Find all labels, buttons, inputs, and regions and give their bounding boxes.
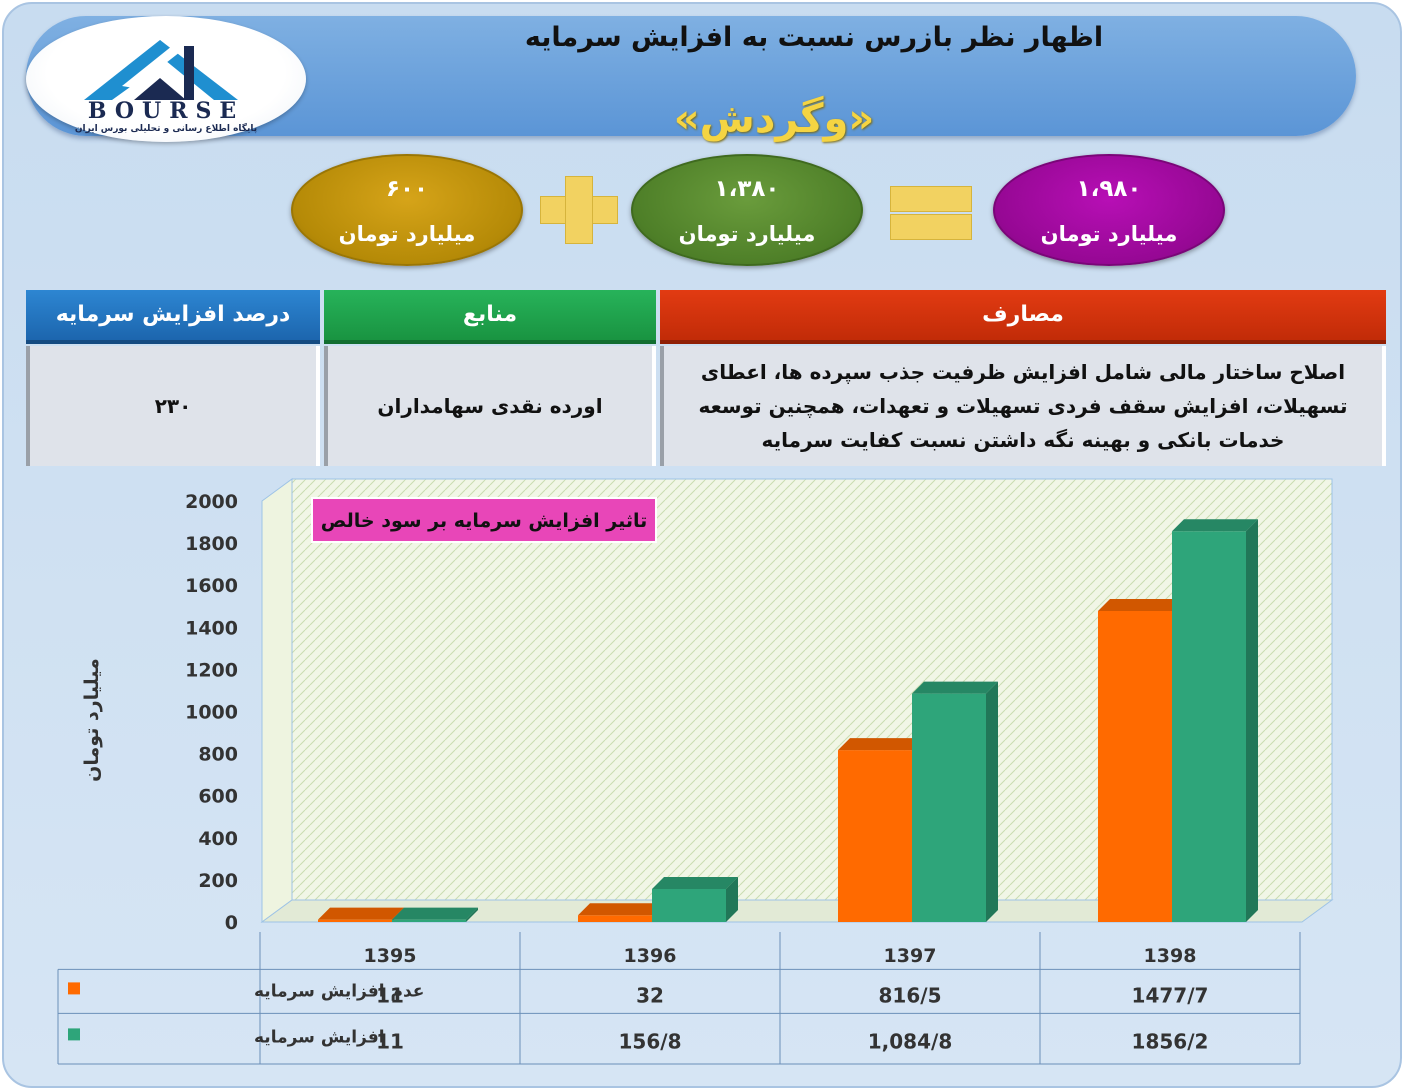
bar <box>912 693 986 922</box>
equals-icon-bottom <box>890 214 972 240</box>
bar-top <box>578 903 664 916</box>
bar <box>838 750 912 922</box>
y-tick-label: 600 <box>198 786 238 808</box>
y-tick-label: 800 <box>198 744 238 766</box>
equals-icon-top <box>890 186 972 212</box>
bar <box>1098 610 1172 922</box>
bar-side <box>986 681 998 922</box>
logo-oval <box>26 16 306 142</box>
header-uses: مصارف <box>660 290 1386 344</box>
bar-top <box>652 876 738 889</box>
cash-contribution-oval: ۶۰۰ میلیارد تومان <box>291 154 523 266</box>
y-axis-label: میلیارد تومان <box>81 658 103 782</box>
cash-contribution-amount: ۶۰۰ <box>385 176 429 202</box>
data-label: 816/5 <box>879 983 942 1007</box>
header-sources: منابع <box>324 290 656 344</box>
bar-top <box>1172 519 1258 532</box>
bar-top <box>392 907 478 920</box>
y-tick-label: 1400 <box>185 617 238 639</box>
y-tick-label: 200 <box>198 870 238 892</box>
bar <box>1172 531 1246 922</box>
data-label: 11 <box>376 983 404 1007</box>
cell-sources: اورده نقدی سهامداران <box>324 346 656 466</box>
logo-mark <box>84 40 238 100</box>
bar-side <box>466 907 478 922</box>
plus-icon-vertical <box>565 176 593 244</box>
current-capital-amount: ۱،۳۸۰ <box>714 176 780 202</box>
page-title: اظهار نظر بازرس نسبت به افزایش سرمایه <box>524 22 1104 53</box>
target-capital-unit: میلیارد تومان <box>1040 222 1178 246</box>
y-axis-ticks: 0 200 400 600 800 1000 1200 1400 1600 1800 2000 <box>185 491 238 934</box>
chart-title-box: تاثیر افزایش سرمایه بر سود خالص <box>311 497 657 543</box>
bar-side <box>1246 519 1258 922</box>
cell-capital-increase-percent: ۲۳۰ <box>26 346 320 466</box>
target-capital-amount: ۱،۹۸۰ <box>1076 176 1142 202</box>
x-tick-label: 1397 <box>884 945 937 967</box>
legend-label: عدم افزایش سرمایه <box>254 981 424 1001</box>
y-tick-label: 400 <box>198 828 238 850</box>
x-tick-label: 1395 <box>364 945 417 967</box>
y-tick-label: 0 <box>225 912 238 934</box>
data-label: 11 <box>376 1029 404 1053</box>
bars <box>318 519 1258 922</box>
y-tick-label: 1200 <box>185 659 238 681</box>
y-tick-label: 2000 <box>185 491 238 513</box>
y-tick-label: 1800 <box>185 533 238 555</box>
data-label: 1,084/8 <box>868 1029 952 1053</box>
cash-contribution-unit: میلیارد تومان <box>338 222 476 246</box>
current-capital-unit: میلیارد تومان <box>678 222 816 246</box>
y-tick-label: 1600 <box>185 575 238 597</box>
data-label: 1856/2 <box>1132 1029 1209 1053</box>
bar-top <box>912 681 998 694</box>
bar <box>392 919 466 922</box>
target-capital-oval: ۱،۹۸۰ میلیارد تومان <box>993 154 1225 266</box>
plot-background <box>260 478 1334 923</box>
bar-top <box>318 907 404 920</box>
header-capital-increase-percent: درصد افزایش سرمایه <box>26 290 320 344</box>
cell-uses: اصلاح ساختار مالی شامل افزایش ظرفیت جذب … <box>660 346 1386 466</box>
chart-title: تاثیر افزایش سرمایه بر سود خالص <box>321 510 648 532</box>
legend-swatch <box>68 982 80 995</box>
logo-text: BOURSE <box>87 98 245 124</box>
legend-swatch <box>68 1028 80 1041</box>
data-label: 156/8 <box>619 1029 682 1053</box>
x-tick-label: 1398 <box>1144 945 1197 967</box>
bar-top <box>838 738 924 751</box>
data-label: 1477/7 <box>1132 983 1209 1007</box>
bar <box>652 888 726 922</box>
logo-caption: پایگاه اطلاع رسانی و تحلیلی بورس ایران <box>74 124 258 134</box>
legend-label: افزایش سرمایه <box>254 1027 385 1047</box>
data-label: 32 <box>636 983 664 1007</box>
y-tick-label: 1000 <box>185 702 238 724</box>
bar-top <box>1098 598 1184 611</box>
plot-side-wall <box>261 478 293 923</box>
x-tick-label: 1396 <box>624 945 677 967</box>
bar-side <box>726 876 738 922</box>
bar <box>578 915 652 922</box>
current-capital-oval: ۱،۳۸۰ میلیارد تومان <box>631 154 863 266</box>
bar <box>318 919 392 922</box>
company-name: «وگردش» <box>673 96 875 142</box>
